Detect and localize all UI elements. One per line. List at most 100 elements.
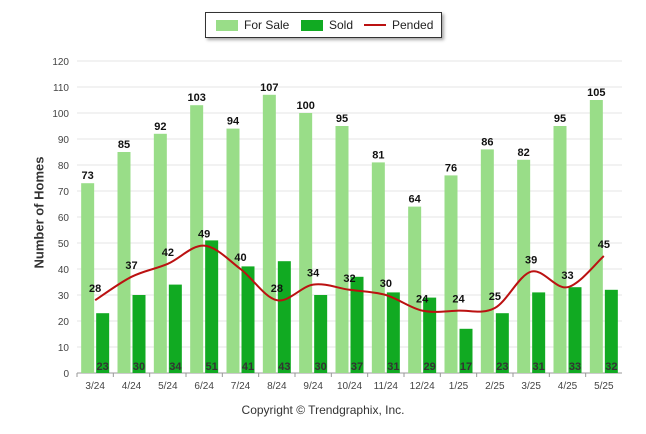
x-axis-ticks: 3/24 4/24 5/24 6/24 7/24 8/24 9/24 10/24 11/24 12…: [76, 373, 614, 392]
for-sale-data-label: 94: [227, 116, 240, 128]
sold-data-label: 41: [242, 361, 254, 373]
legend-item-pended[interactable]: Pended: [364, 18, 433, 32]
legend-label-sold: Sold: [329, 18, 354, 32]
y-axis-label: Number of Homes: [31, 156, 47, 269]
sold-bar: [241, 266, 255, 373]
copyright-credit: Copyright © Trendgraphix, Inc.: [241, 403, 405, 417]
sold-bar: [168, 284, 182, 373]
x-tick-label: 4/25: [558, 381, 578, 392]
for-sale-data-label: 95: [336, 113, 348, 125]
y-tick-label: 60: [58, 213, 70, 224]
for-sale-data-label: 82: [518, 147, 530, 159]
sold-bar: [495, 313, 509, 373]
for-sale-bar: [371, 162, 385, 373]
sold-data-label: 43: [278, 361, 290, 373]
pended-data-label: 39: [525, 255, 537, 267]
sold-bar: [532, 292, 546, 373]
sold-data-label: 32: [605, 361, 617, 373]
sold-bar: [205, 240, 219, 373]
pended-data-label: 28: [89, 283, 101, 295]
y-tick-label: 110: [53, 83, 69, 94]
x-tick-label: 3/25: [521, 381, 541, 392]
x-tick-label: 10/24: [337, 381, 362, 392]
x-tick-label: 5/25: [594, 381, 614, 392]
legend-item-for-sale[interactable]: For Sale: [216, 18, 289, 32]
y-tick-label: 30: [58, 291, 70, 302]
grid-lines: [77, 60, 622, 374]
for-sale-data-label: 76: [445, 162, 457, 174]
y-axis-ticks: 0 10 20 30 40 50 60 70 80 90 100 110 120: [52, 57, 69, 380]
sold-data-label: 30: [133, 361, 145, 373]
sold-data-label: 51: [206, 361, 218, 373]
sold-bar: [604, 289, 618, 373]
pended-data-label: 24: [416, 294, 429, 306]
pended-data-label: 33: [561, 270, 573, 282]
y-tick-label: 40: [58, 265, 70, 276]
y-tick-label: 50: [58, 239, 70, 250]
for-sale-data-label: 103: [187, 92, 205, 104]
pended-data-label: 34: [307, 268, 320, 280]
pended-data-label: 28: [271, 283, 283, 295]
sold-data-label: 31: [533, 361, 545, 373]
sold-bar: [277, 261, 291, 373]
for-sale-data-label: 85: [118, 139, 130, 151]
sold-bar: [423, 297, 437, 373]
sold-bar: [350, 276, 364, 373]
sold-bar: [132, 295, 146, 373]
pended-data-label: 25: [489, 291, 501, 303]
sold-data-label: 30: [315, 361, 327, 373]
sold-swatch-icon: [301, 20, 323, 32]
y-tick-label: 80: [58, 161, 70, 172]
for-sale-bar: [153, 133, 167, 373]
sold-data-label: 23: [97, 361, 109, 373]
pended-data-label: 30: [380, 278, 392, 290]
for-sale-data-label: 64: [409, 194, 422, 206]
for-sale-bar: [408, 206, 422, 373]
for-sale-swatch-icon: [216, 20, 238, 32]
pended-data-label: 37: [125, 260, 137, 272]
sold-bar: [568, 287, 582, 373]
for-sale-data-label: 92: [154, 121, 166, 133]
x-tick-label: 7/24: [231, 381, 251, 392]
for-sale-data-label: 73: [82, 170, 94, 182]
legend-item-sold[interactable]: Sold: [301, 18, 353, 32]
x-tick-label: 8/24: [267, 381, 287, 392]
for-sale-data-label: 86: [481, 136, 493, 148]
for-sale-bar: [81, 183, 95, 373]
for-sale-bar: [335, 126, 349, 373]
y-tick-label: 90: [58, 135, 70, 146]
pended-data-label: 45: [598, 239, 610, 251]
for-sale-bar: [117, 152, 131, 373]
for-sale-bar: [589, 100, 603, 373]
sold-bar: [459, 328, 473, 373]
sold-data-label: 37: [351, 361, 363, 373]
sold-data-label: 31: [387, 361, 399, 373]
legend-label-pended: Pended: [392, 18, 434, 32]
y-tick-label: 70: [58, 187, 70, 198]
sold-bar: [314, 295, 328, 373]
sold-bar: [96, 313, 110, 373]
sold-data-label: 23: [496, 361, 508, 373]
x-tick-label: 4/24: [122, 381, 142, 392]
x-tick-label: 12/24: [410, 381, 435, 392]
x-tick-label: 3/24: [85, 381, 105, 392]
pended-data-label: 32: [343, 273, 355, 285]
pended-data-label: 40: [234, 252, 246, 264]
pended-series-line: [94, 244, 605, 313]
for-sale-bar: [553, 126, 567, 373]
for-sale-bar: [444, 175, 458, 373]
sold-data-label: 29: [424, 361, 436, 373]
y-tick-label: 100: [52, 109, 69, 120]
sold-data-label: 34: [169, 361, 182, 373]
for-sale-bar: [262, 94, 276, 374]
legend-label-for-sale: For Sale: [244, 18, 290, 32]
pended-line: [94, 244, 605, 313]
for-sale-bar: [299, 113, 313, 373]
sold-bars: [96, 240, 618, 373]
pended-data-label: 24: [452, 294, 465, 306]
data-labels: 73 23 85 30 92 34 103 51 94 41 107 43 100 30 95 37 81 31 6…: [82, 82, 618, 373]
x-tick-label: 9/24: [303, 381, 323, 392]
for-sale-bar: [517, 159, 531, 373]
pended-swatch-icon: [364, 23, 386, 26]
legend: For Sale Sold Pended: [205, 12, 442, 38]
